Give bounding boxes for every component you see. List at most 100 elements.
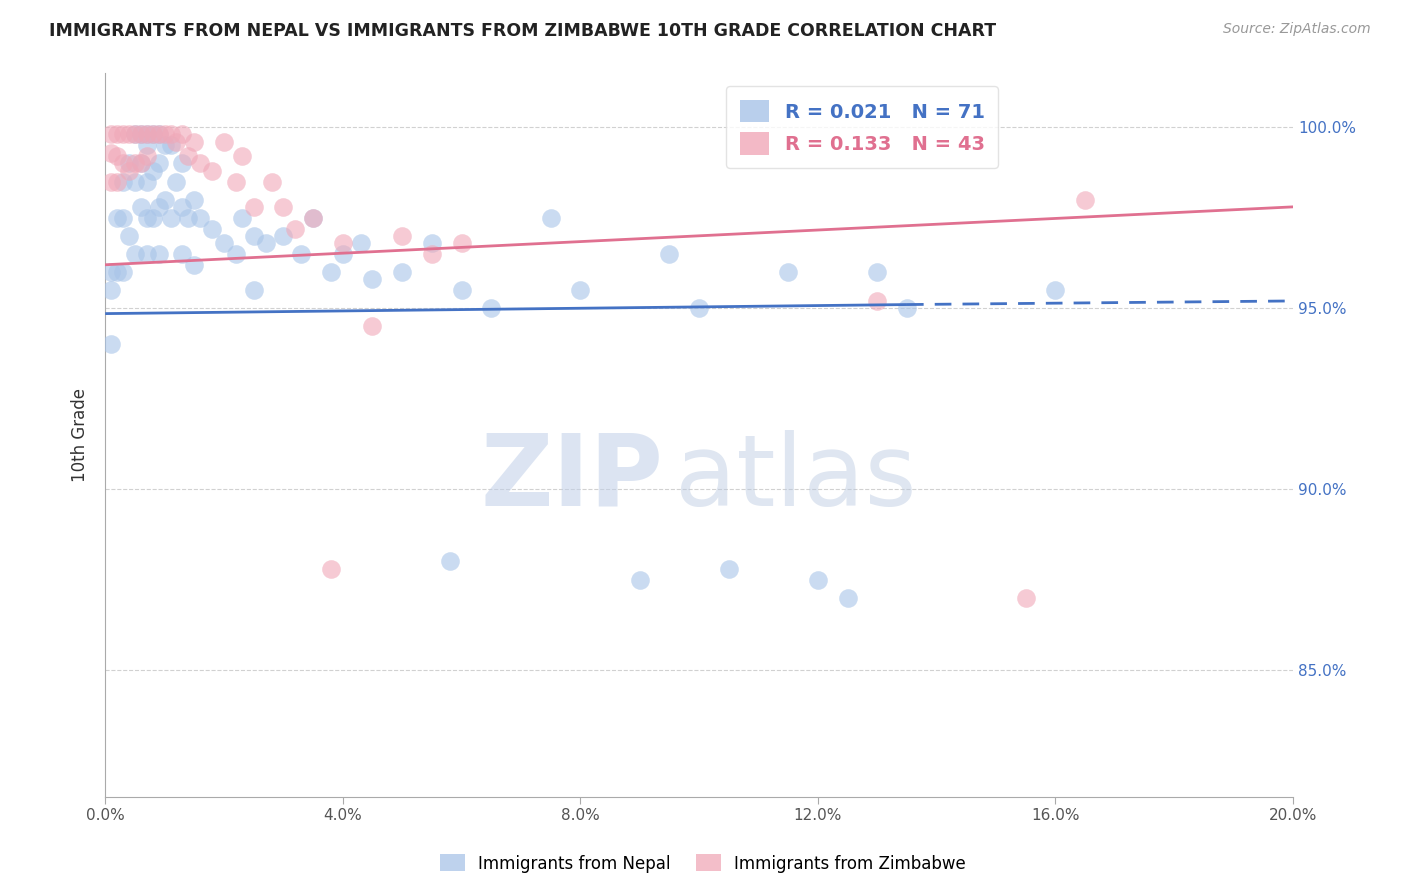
Point xyxy=(112,156,135,170)
Point xyxy=(1074,193,1097,207)
Point xyxy=(183,135,205,149)
Point xyxy=(332,247,354,261)
Point xyxy=(688,301,710,315)
Point xyxy=(319,265,342,279)
Point xyxy=(118,228,141,243)
Point xyxy=(212,235,235,250)
Point xyxy=(166,175,188,189)
Text: ZIP: ZIP xyxy=(481,430,664,527)
Point xyxy=(569,283,592,297)
Text: atlas: atlas xyxy=(675,430,917,527)
Legend: R = 0.021   N = 71, R = 0.133   N = 43: R = 0.021 N = 71, R = 0.133 N = 43 xyxy=(727,87,998,169)
Point xyxy=(148,247,170,261)
Point xyxy=(112,211,135,225)
Point xyxy=(135,128,157,142)
Point xyxy=(807,573,830,587)
Point xyxy=(142,128,165,142)
Point xyxy=(100,128,122,142)
Point xyxy=(177,149,200,163)
Point xyxy=(148,200,170,214)
Point xyxy=(124,247,146,261)
Point xyxy=(177,211,200,225)
Point xyxy=(129,200,152,214)
Point xyxy=(118,128,141,142)
Point xyxy=(420,247,443,261)
Point xyxy=(159,128,181,142)
Point xyxy=(166,135,188,149)
Point xyxy=(837,591,859,605)
Point xyxy=(172,200,194,214)
Point xyxy=(231,149,253,163)
Y-axis label: 10th Grade: 10th Grade xyxy=(72,388,89,482)
Point xyxy=(124,128,146,142)
Point xyxy=(172,247,194,261)
Point xyxy=(188,156,211,170)
Point xyxy=(302,211,325,225)
Point xyxy=(105,265,128,279)
Point xyxy=(118,156,141,170)
Point xyxy=(188,211,211,225)
Point xyxy=(148,128,170,142)
Point xyxy=(201,163,224,178)
Point xyxy=(201,221,224,235)
Point xyxy=(129,156,152,170)
Point xyxy=(717,562,740,576)
Text: IMMIGRANTS FROM NEPAL VS IMMIGRANTS FROM ZIMBABWE 10TH GRADE CORRELATION CHART: IMMIGRANTS FROM NEPAL VS IMMIGRANTS FROM… xyxy=(49,22,997,40)
Point xyxy=(105,128,128,142)
Point xyxy=(290,247,312,261)
Point xyxy=(112,175,135,189)
Point xyxy=(105,149,128,163)
Point xyxy=(153,138,176,153)
Text: Source: ZipAtlas.com: Source: ZipAtlas.com xyxy=(1223,22,1371,37)
Point xyxy=(100,265,122,279)
Point xyxy=(225,175,247,189)
Point xyxy=(361,272,384,286)
Point xyxy=(540,211,562,225)
Point xyxy=(349,235,371,250)
Point xyxy=(866,293,889,308)
Point xyxy=(450,283,472,297)
Point xyxy=(142,128,165,142)
Point xyxy=(439,554,461,568)
Point xyxy=(124,175,146,189)
Point xyxy=(254,235,277,250)
Point xyxy=(319,562,342,576)
Point xyxy=(105,211,128,225)
Point xyxy=(420,235,443,250)
Point xyxy=(159,138,181,153)
Point xyxy=(112,265,135,279)
Point xyxy=(118,163,141,178)
Point xyxy=(1015,591,1038,605)
Point xyxy=(284,221,307,235)
Point xyxy=(142,163,165,178)
Point xyxy=(100,337,122,351)
Point xyxy=(172,128,194,142)
Point xyxy=(100,175,122,189)
Point xyxy=(242,228,264,243)
Point xyxy=(260,175,283,189)
Point xyxy=(135,128,157,142)
Point xyxy=(332,235,354,250)
Point xyxy=(1045,283,1067,297)
Point xyxy=(135,138,157,153)
Point xyxy=(172,156,194,170)
Point xyxy=(896,301,918,315)
Point xyxy=(135,247,157,261)
Point xyxy=(142,211,165,225)
Point xyxy=(135,175,157,189)
Point xyxy=(628,573,651,587)
Point xyxy=(225,247,247,261)
Point xyxy=(129,128,152,142)
Point xyxy=(183,258,205,272)
Point xyxy=(479,301,502,315)
Point xyxy=(273,228,295,243)
Point xyxy=(361,319,384,334)
Point xyxy=(148,156,170,170)
Point xyxy=(100,145,122,160)
Point xyxy=(153,128,176,142)
Point xyxy=(135,211,157,225)
Point xyxy=(135,149,157,163)
Point xyxy=(391,228,413,243)
Point xyxy=(778,265,800,279)
Point xyxy=(124,128,146,142)
